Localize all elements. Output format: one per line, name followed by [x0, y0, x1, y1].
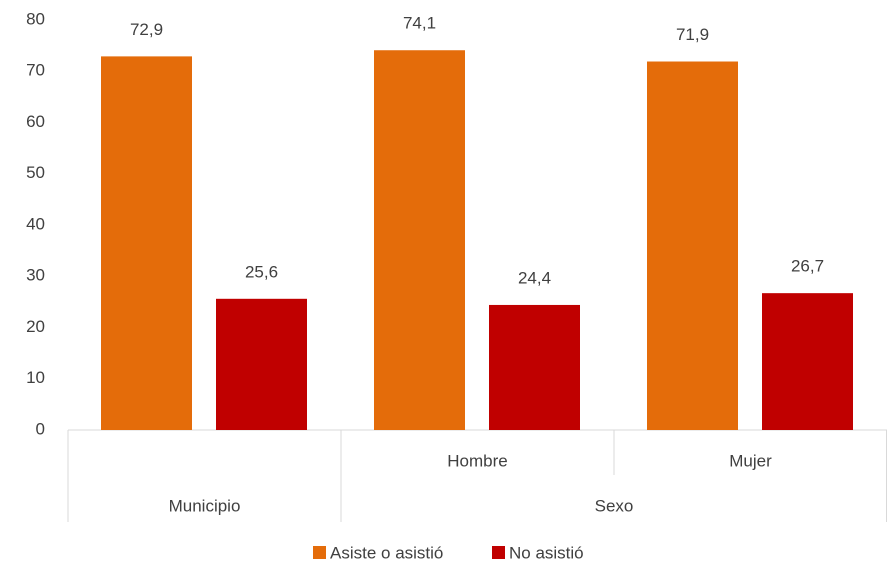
- bar: [374, 50, 465, 430]
- y-tick-label: 40: [26, 214, 45, 233]
- bar: [762, 293, 853, 430]
- bar: [101, 56, 192, 430]
- y-tick-label: 80: [26, 9, 45, 28]
- bar: [647, 62, 738, 430]
- page: 0 10 20 30 40 50 60 70 80 72,9 25,6 Hombre 74,1 24,4 M…: [0, 0, 887, 569]
- y-tick-label: 50: [26, 163, 45, 182]
- x-tick-label: Hombre: [447, 451, 507, 470]
- bar: [489, 305, 580, 430]
- legend-swatch: [492, 546, 505, 559]
- legend-swatch: [313, 546, 326, 559]
- y-tick-label: 0: [36, 419, 45, 438]
- y-tick-label: 30: [26, 266, 45, 285]
- y-tick-label: 70: [26, 61, 45, 80]
- legend-label: No asistió: [509, 543, 584, 562]
- bar: [216, 299, 307, 430]
- value-label: 72,9: [130, 20, 163, 39]
- chart: 0 10 20 30 40 50 60 70 80 72,9 25,6 Hombre 74,1 24,4 M…: [0, 0, 887, 569]
- value-label: 25,6: [245, 262, 278, 281]
- value-label: 26,7: [791, 257, 824, 276]
- y-tick-label: 60: [26, 112, 45, 131]
- value-label: 24,4: [518, 268, 551, 287]
- group-label: Municipio: [169, 496, 241, 515]
- value-label: 74,1: [403, 14, 436, 33]
- y-tick-label: 20: [26, 317, 45, 336]
- legend-label: Asiste o asistió: [330, 543, 443, 562]
- group-label: Sexo: [595, 496, 634, 515]
- y-tick-label: 10: [26, 368, 45, 387]
- x-tick-label: Mujer: [729, 451, 772, 470]
- value-label: 71,9: [676, 25, 709, 44]
